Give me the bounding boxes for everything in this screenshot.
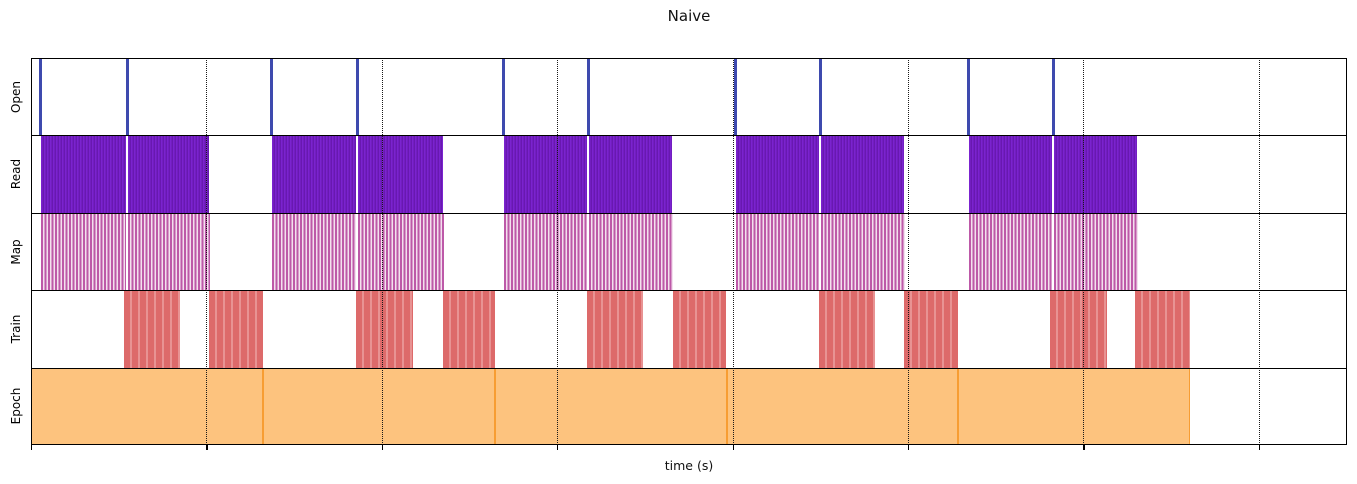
y-label-train: Train bbox=[9, 314, 23, 344]
x-gridline bbox=[1258, 58, 1260, 445]
train-bar bbox=[356, 290, 413, 368]
map-bar bbox=[41, 212, 126, 291]
x-tick bbox=[31, 445, 33, 450]
open-spike bbox=[1051, 58, 1055, 136]
train-bar bbox=[124, 290, 180, 368]
y-label-read: Read bbox=[9, 159, 23, 190]
x-tick bbox=[908, 445, 910, 450]
read-bar bbox=[128, 135, 209, 213]
y-label-map: Map bbox=[9, 238, 23, 265]
open-spike bbox=[125, 58, 129, 136]
map-bar bbox=[272, 212, 356, 291]
x-gridline bbox=[381, 58, 383, 445]
x-gridline bbox=[908, 58, 909, 445]
x-tick bbox=[1258, 445, 1260, 450]
x-tick bbox=[732, 445, 734, 450]
epoch-bar bbox=[31, 367, 263, 445]
open-spike bbox=[355, 58, 359, 136]
open-spike bbox=[501, 58, 505, 136]
open-spike bbox=[586, 58, 590, 136]
x-tick bbox=[381, 445, 383, 450]
epoch-bar bbox=[495, 367, 727, 445]
map-bar bbox=[589, 212, 673, 291]
read-bar bbox=[589, 135, 672, 213]
y-label-open: Open bbox=[9, 80, 23, 113]
train-bar bbox=[673, 290, 726, 368]
read-bar bbox=[272, 135, 356, 213]
plot-area bbox=[31, 58, 1347, 450]
epoch-bar bbox=[263, 367, 495, 445]
x-gridline bbox=[732, 58, 734, 445]
read-bar bbox=[1054, 135, 1137, 213]
train-bar bbox=[819, 290, 875, 368]
epoch-bar bbox=[727, 367, 958, 445]
x-gridline bbox=[557, 58, 559, 445]
train-bar bbox=[209, 290, 263, 368]
row-separator bbox=[31, 212, 1347, 214]
read-bar bbox=[358, 135, 443, 213]
open-spike bbox=[818, 58, 822, 136]
train-bar bbox=[1135, 290, 1190, 368]
x-axis-label: time (s) bbox=[664, 458, 714, 473]
read-bar bbox=[736, 135, 819, 213]
train-bar bbox=[443, 290, 495, 368]
row-separator bbox=[31, 135, 1347, 137]
read-bar bbox=[504, 135, 587, 213]
row-separator bbox=[31, 367, 1347, 369]
map-bar bbox=[504, 212, 587, 291]
open-spike bbox=[966, 58, 970, 136]
map-bar bbox=[736, 212, 819, 291]
read-bar bbox=[821, 135, 904, 213]
map-bar bbox=[128, 212, 210, 291]
map-bar bbox=[358, 212, 444, 291]
x-tick bbox=[1083, 445, 1085, 450]
row-separator bbox=[31, 290, 1347, 292]
open-spike bbox=[38, 58, 42, 136]
x-tick bbox=[206, 445, 208, 450]
read-bar bbox=[969, 135, 1052, 213]
read-bar bbox=[41, 135, 126, 213]
x-gridline bbox=[206, 58, 208, 445]
train-bar bbox=[904, 290, 958, 368]
map-bar bbox=[969, 212, 1052, 291]
open-spike bbox=[733, 58, 737, 136]
x-tick bbox=[557, 445, 559, 450]
x-gridline bbox=[1083, 58, 1085, 445]
train-bar bbox=[587, 290, 643, 368]
chart-title: Naive bbox=[667, 7, 711, 25]
train-bar bbox=[1050, 290, 1107, 368]
y-label-epoch: Epoch bbox=[9, 387, 23, 425]
map-bar bbox=[1054, 212, 1138, 291]
epoch-bar bbox=[958, 367, 1190, 445]
open-spike bbox=[269, 58, 273, 136]
map-bar bbox=[821, 212, 905, 291]
